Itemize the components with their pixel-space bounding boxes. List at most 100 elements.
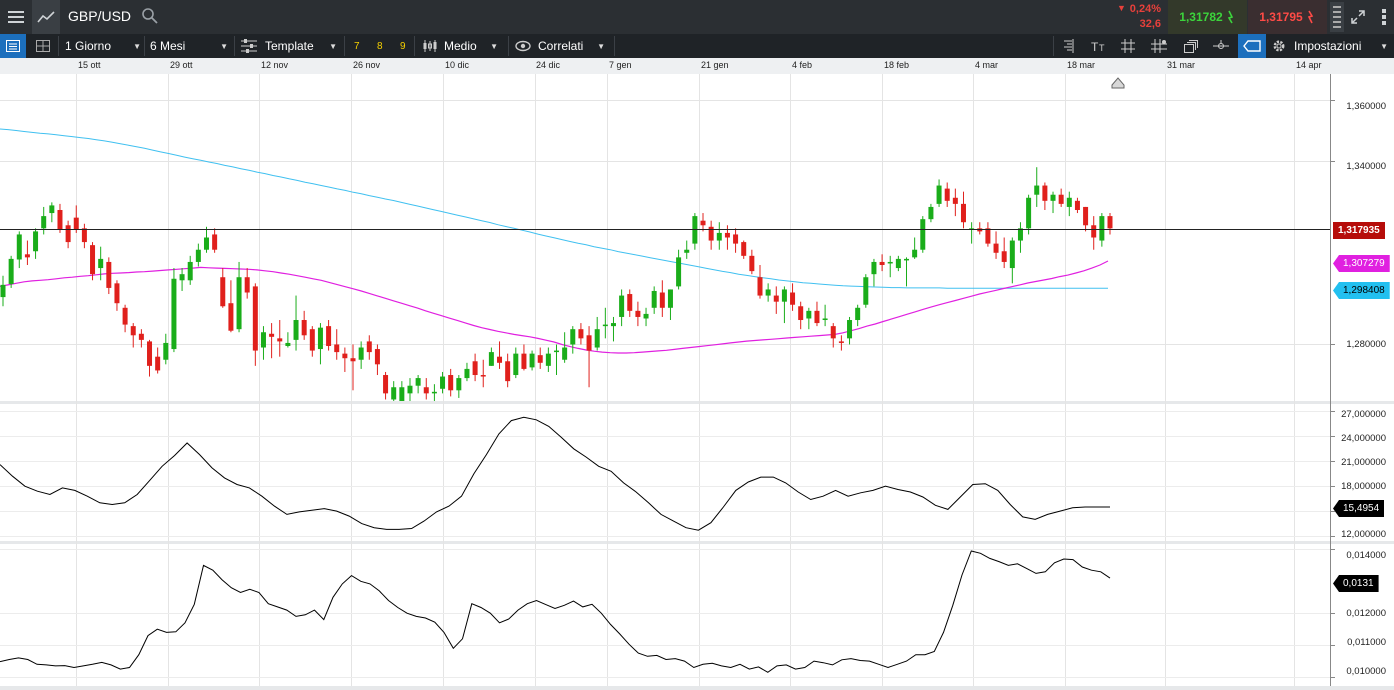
candle-body (391, 387, 397, 400)
list-icon (6, 40, 20, 52)
candle-body (24, 254, 30, 258)
candle-body (407, 385, 413, 394)
chevron-down-icon: ▼ (597, 41, 605, 51)
candle-body (928, 206, 934, 220)
candle-body (1066, 197, 1072, 207)
indicator-tick-label: 0,010000 (1346, 666, 1386, 677)
chevron-down-icon: ▼ (490, 41, 498, 51)
candle-body (252, 286, 258, 351)
divider (414, 36, 415, 56)
candle-body (138, 333, 144, 340)
candle-body (448, 375, 454, 391)
candle-body (790, 292, 796, 305)
range-dropdown[interactable]: 6 Mesi ▼ (150, 34, 228, 58)
candle-body (610, 323, 616, 327)
candle-body (871, 261, 877, 275)
interval-dropdown[interactable]: 1 Giorno ▼ (65, 34, 141, 58)
more-options-button[interactable] (1374, 0, 1394, 34)
candle-body (757, 277, 763, 296)
candle-body (277, 338, 283, 342)
divider (58, 36, 59, 56)
divider (1053, 36, 1054, 56)
price-tick-label: 1,340000 (1346, 161, 1386, 172)
candle-body (855, 307, 861, 321)
candle-body (667, 289, 673, 308)
symbol-title[interactable]: GBP/USD (68, 8, 132, 24)
current-price-tag: 1,317935 (1333, 222, 1385, 239)
symbol-search-button[interactable] (141, 7, 159, 30)
candle-body (586, 335, 592, 351)
candle-body (879, 261, 885, 266)
quantity-stepper[interactable] (1330, 2, 1344, 32)
candle-body (220, 277, 226, 307)
candle-body (285, 342, 291, 346)
arrow-down-icon (1227, 10, 1233, 24)
template-dropdown[interactable]: Template ▼ (241, 34, 337, 58)
candle-body (326, 326, 332, 346)
divider (234, 36, 235, 56)
candle-body (887, 261, 893, 264)
gear-icon (1273, 40, 1285, 52)
watchlist-button[interactable] (0, 34, 26, 58)
price-tick-label: 1,280000 (1346, 339, 1386, 350)
candle-body (440, 376, 446, 389)
chart-area[interactable] (0, 74, 1394, 690)
chart-mode-button[interactable] (32, 0, 60, 34)
layout-button[interactable] (30, 34, 56, 58)
candle-body (985, 228, 991, 244)
candle-body (480, 375, 486, 377)
candle-body (90, 245, 96, 275)
candle-body (781, 289, 787, 302)
price-scale-button[interactable] (1058, 34, 1080, 58)
event-marker-icon[interactable] (1111, 77, 1125, 89)
shortcut-9-button[interactable]: 9 (400, 40, 406, 52)
candle-body (684, 249, 690, 253)
settings-dropdown[interactable]: Impostazioni ▼ (1272, 34, 1388, 58)
buy-price-button[interactable]: 1,31795 (1248, 0, 1327, 34)
candle-body (431, 391, 437, 394)
related-dropdown[interactable]: Correlati ▼ (515, 34, 605, 58)
sell-price: 1,31782 (1179, 10, 1223, 24)
expand-icon (1351, 10, 1365, 24)
menu-button[interactable] (0, 0, 31, 34)
candle-body (293, 320, 299, 340)
indicator-1-line (0, 416, 1110, 531)
drawing-tool-button[interactable] (1210, 34, 1232, 58)
candle-body (700, 220, 706, 226)
candle-body (155, 356, 161, 371)
candle-body (529, 353, 535, 368)
indicator-tick-label: 27,000000 (1341, 409, 1386, 420)
date-label: 4 feb (792, 60, 813, 70)
candle-body (269, 333, 275, 337)
candle-body (741, 242, 747, 256)
candle-body (627, 294, 633, 311)
date-label: 29 ott (170, 60, 193, 70)
indicator-tick-label: 24,000000 (1341, 433, 1386, 444)
candle-body (643, 313, 649, 319)
candle-body (1058, 194, 1064, 204)
chevron-down-icon: ▼ (329, 41, 337, 51)
grid-toggle-button[interactable] (1117, 34, 1139, 58)
shortcut-8-button[interactable]: 8 (377, 40, 383, 52)
sell-price-button[interactable]: 1,31782 (1168, 0, 1247, 34)
candle-body (1042, 185, 1048, 201)
search-icon (142, 8, 158, 24)
candle-body (521, 353, 527, 369)
divider (614, 36, 615, 56)
crosshair-button[interactable] (1148, 34, 1170, 58)
indicator-tick-label: 0,011000 (1347, 637, 1386, 648)
candle-body (1091, 225, 1097, 238)
indicator-panel-1 (0, 416, 1110, 531)
candle-body (41, 216, 47, 229)
chevron-down-icon: ▼ (1380, 41, 1388, 51)
shortcut-7-button[interactable]: 7 (354, 40, 360, 52)
fullscreen-button[interactable] (1346, 0, 1370, 34)
candle-body (472, 361, 478, 376)
chart-type-dropdown[interactable]: Medio ▼ (422, 34, 498, 58)
price-tag-button[interactable] (1238, 34, 1266, 58)
windows-button[interactable] (1180, 34, 1202, 58)
candle-body (106, 261, 112, 288)
date-label: 4 mar (975, 60, 999, 70)
line-chart-icon (37, 11, 55, 23)
